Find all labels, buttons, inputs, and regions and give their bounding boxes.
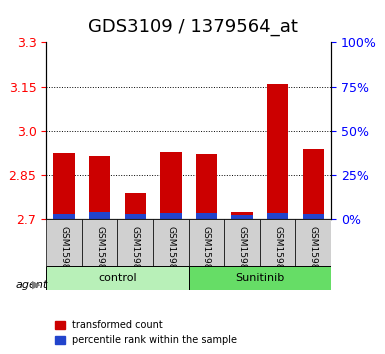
Text: GSM159837: GSM159837 (273, 227, 282, 281)
Text: Sunitinib: Sunitinib (235, 273, 285, 283)
Bar (196, 154, 217, 219)
Text: GSM159838: GSM159838 (309, 227, 318, 281)
FancyBboxPatch shape (82, 219, 117, 266)
FancyBboxPatch shape (224, 219, 260, 266)
FancyBboxPatch shape (46, 219, 82, 266)
Bar (231, 215, 253, 219)
FancyBboxPatch shape (153, 219, 189, 266)
Legend: transformed count, percentile rank within the sample: transformed count, percentile rank withi… (51, 316, 241, 349)
FancyBboxPatch shape (46, 266, 189, 290)
Text: GSM159834: GSM159834 (131, 227, 140, 281)
Bar (160, 152, 182, 219)
Bar (125, 214, 146, 219)
Text: GDS3109 / 1379564_at: GDS3109 / 1379564_at (87, 18, 298, 36)
Bar (267, 213, 288, 219)
FancyBboxPatch shape (189, 266, 331, 290)
Bar (125, 193, 146, 219)
Bar (303, 149, 324, 219)
Text: GSM159831: GSM159831 (202, 227, 211, 281)
Bar (53, 153, 75, 219)
Bar (303, 214, 324, 219)
Text: ▶: ▶ (32, 280, 41, 290)
FancyBboxPatch shape (117, 219, 153, 266)
Bar (160, 213, 182, 219)
Bar (196, 213, 217, 219)
Text: GSM159833: GSM159833 (95, 227, 104, 281)
Bar (89, 212, 110, 219)
FancyBboxPatch shape (189, 219, 224, 266)
Text: control: control (98, 273, 137, 283)
Text: agent: agent (15, 280, 48, 290)
Bar (89, 156, 110, 219)
Bar (231, 212, 253, 219)
FancyBboxPatch shape (296, 219, 331, 266)
Text: GSM159832: GSM159832 (238, 227, 246, 281)
Text: GSM159830: GSM159830 (60, 227, 69, 281)
FancyBboxPatch shape (260, 219, 296, 266)
Bar (267, 84, 288, 219)
Bar (53, 213, 75, 219)
Text: GSM159835: GSM159835 (166, 227, 175, 281)
